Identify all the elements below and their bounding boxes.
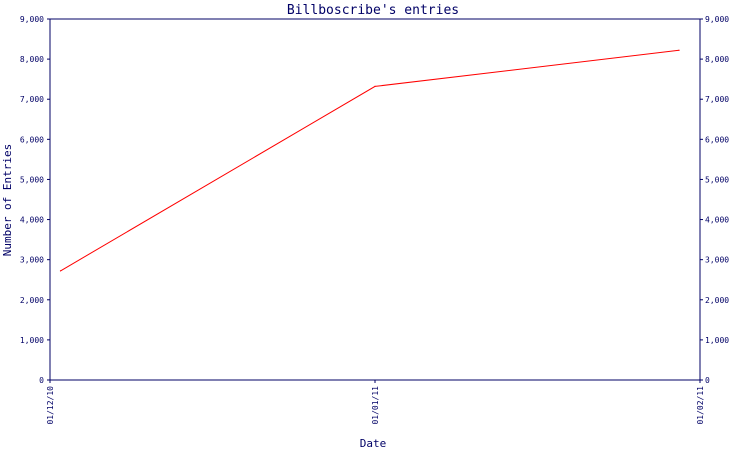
x-tick-label: 01/12/10 — [46, 386, 55, 425]
y-tick-label-left: 7,000 — [20, 95, 44, 104]
y-tick-label-right: 2,000 — [705, 296, 729, 305]
y-tick-label-right: 9,000 — [705, 15, 729, 24]
y-tick-label-right: 7,000 — [705, 95, 729, 104]
y-tick-label-right: 8,000 — [705, 55, 729, 64]
series-line — [60, 49, 680, 272]
y-tick-label-left: 8,000 — [20, 55, 44, 64]
y-tick-label-right: 5,000 — [705, 175, 729, 184]
y-tick-label-right: 3,000 — [705, 256, 729, 265]
y-tick-label-right: 0 — [705, 376, 710, 385]
y-tick-label-right: 6,000 — [705, 135, 729, 144]
y-tick-label-left: 4,000 — [20, 216, 44, 225]
y-tick-label-right: 1,000 — [705, 336, 729, 345]
y-axis-label: Number of Entries — [1, 144, 14, 257]
y-tick-label-left: 1,000 — [20, 336, 44, 345]
y-tick-label-left: 2,000 — [20, 296, 44, 305]
y-axis-right: 0 1,000 2,000 3,000 4,000 5,000 6,000 7,000 8,00… — [700, 15, 729, 385]
data-point — [374, 85, 376, 87]
y-tick-label-left: 5,000 — [20, 175, 44, 184]
data-point — [59, 270, 62, 272]
y-tick-label-left: 3,000 — [20, 256, 44, 265]
x-axis: 01/12/10 01/01/11 01/02/11 — [46, 380, 705, 425]
y-axis-left: 0 1,000 2,000 3,000 4,000 5,000 6,000 7,000 8,00… — [20, 15, 50, 385]
data-point — [678, 49, 680, 51]
y-tick-label-left: 0 — [39, 376, 44, 385]
plot-area-frame — [49, 18, 701, 381]
y-tick-label-left: 6,000 — [20, 135, 44, 144]
x-tick-label: 01/02/11 — [696, 386, 705, 425]
chart-title: Billboscribe's entries — [287, 3, 459, 18]
series-layer — [59, 49, 680, 272]
y-tick-label-left: 9,000 — [20, 15, 44, 24]
y-tick-label-right: 4,000 — [705, 216, 729, 225]
x-tick-label: 01/01/11 — [371, 386, 380, 425]
x-axis-label: Date — [360, 437, 387, 450]
